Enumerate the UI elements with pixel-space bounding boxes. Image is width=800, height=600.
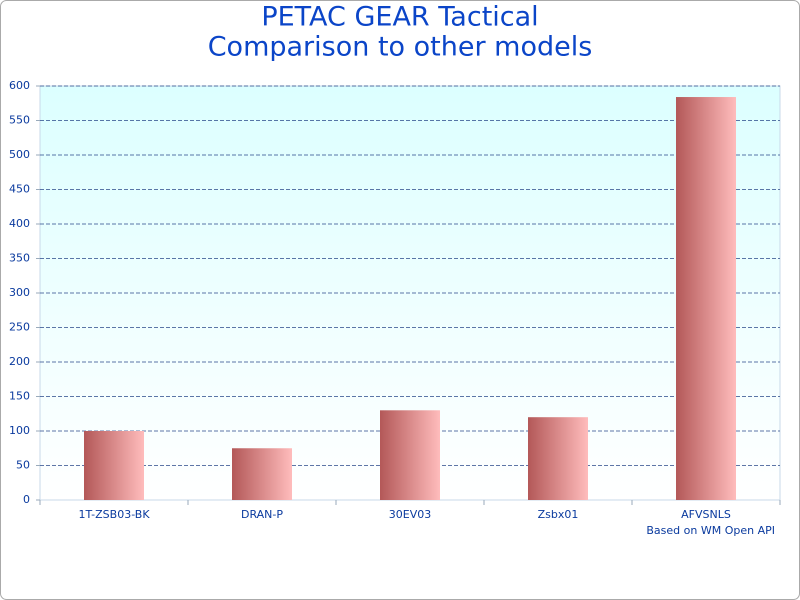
y-tick-label: 100	[9, 424, 30, 437]
y-tick-label: 450	[9, 183, 30, 196]
y-tick-label: 550	[9, 114, 30, 127]
y-tick-label: 0	[23, 493, 30, 506]
bar	[380, 410, 440, 500]
bar	[676, 97, 736, 500]
bar	[84, 431, 144, 500]
y-tick-label: 500	[9, 148, 30, 161]
y-tick-label: 50	[16, 459, 30, 472]
y-tick-label: 200	[9, 355, 30, 368]
chart-title: PETAC GEAR Tactical	[261, 2, 538, 33]
y-tick-label: 300	[9, 286, 30, 299]
chart-title: Comparison to other models	[208, 32, 593, 63]
y-tick-label: 350	[9, 252, 30, 265]
y-tick-label: 250	[9, 321, 30, 334]
bar	[528, 417, 588, 500]
y-tick-label: 600	[9, 79, 30, 92]
x-tick-label: 30EV03	[389, 508, 431, 521]
x-tick-label: Zsbx01	[538, 508, 579, 521]
x-tick-label: AFVSNLS	[681, 508, 731, 521]
annotation: Based on WM Open API	[646, 524, 775, 537]
y-tick-label: 400	[9, 217, 30, 230]
bar	[232, 448, 292, 500]
x-tick-label: 1T-ZSB03-BK	[78, 508, 150, 521]
y-tick-label: 150	[9, 390, 30, 403]
x-tick-label: DRAN-P	[241, 508, 283, 521]
